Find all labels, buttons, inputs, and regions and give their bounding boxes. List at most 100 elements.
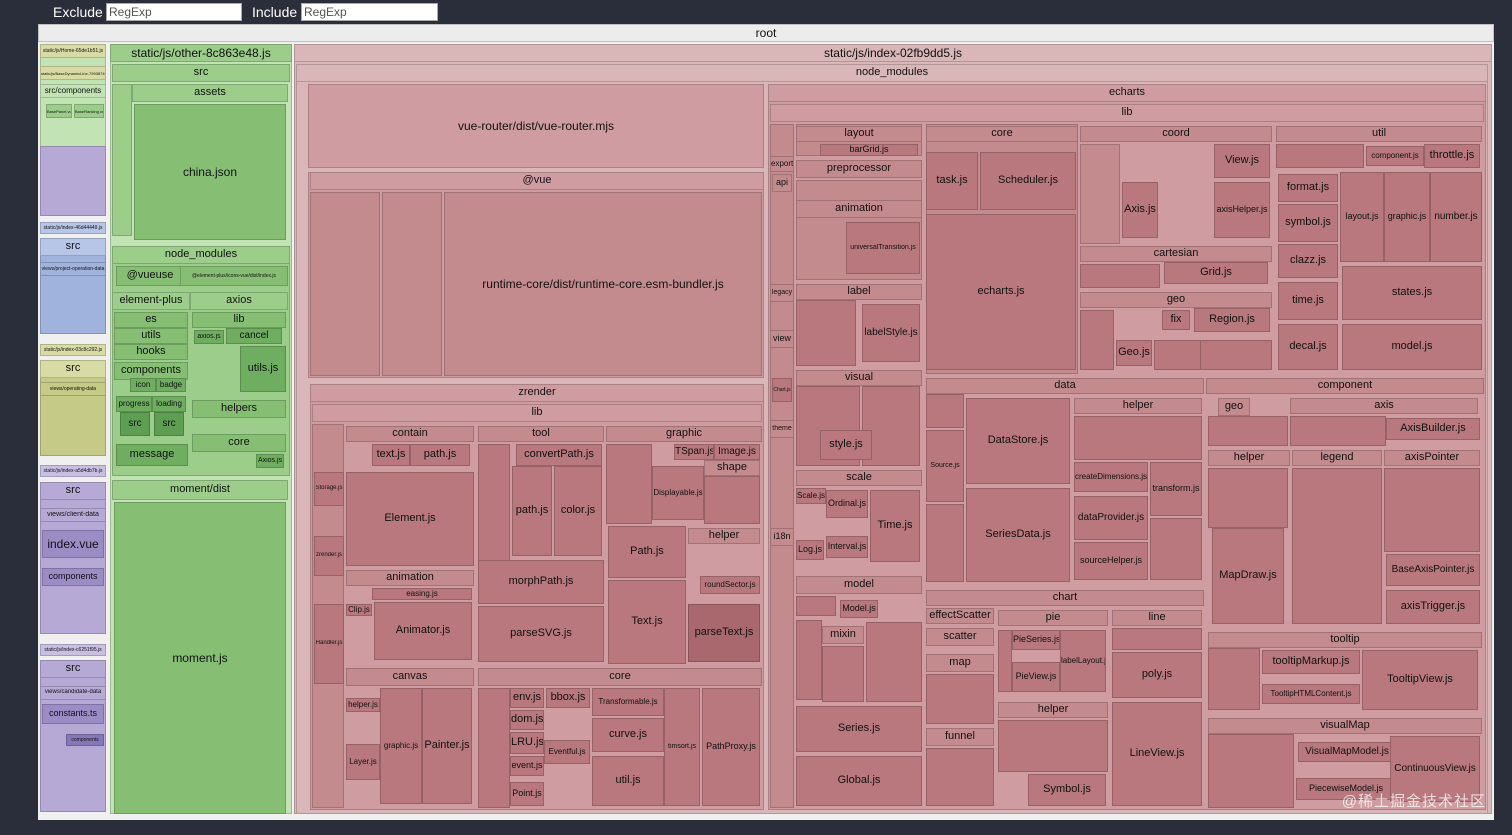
treemap-tile-nm[interactable]: node_modules [296,64,1488,82]
treemap-tile-scatter[interactable]: scatter [926,628,994,646]
treemap-tile-core-ec[interactable]: core [926,126,1078,142]
treemap-tile-ordinaljs[interactable]: Ordinal.js [826,490,868,518]
treemap-tile-timejs-s[interactable]: Time.js [870,490,920,562]
treemap-group-box[interactable] [606,444,652,524]
treemap-tile-idxc625[interactable]: static/js/index-c6251f95.js [40,644,106,656]
treemap-tile-message[interactable]: message [116,444,188,466]
treemap-tile-intervaljs[interactable]: Interval.js [826,536,868,558]
treemap-tile-bargrid[interactable]: barGrid.js [820,144,918,156]
treemap-tile-coord[interactable]: coord [1080,126,1272,142]
treemap-tile-bboxjs[interactable]: bbox.js [546,688,590,708]
treemap-tile-echarts[interactable]: echarts [768,84,1486,102]
treemap-tile-modeljs[interactable]: Model.js [840,600,878,618]
treemap-tile-sourcejs[interactable]: Source.js [926,430,964,502]
treemap-tile-elicons[interactable]: @element-plus/icons-vue/dist/index.js [180,266,288,286]
treemap-tile-chinajson[interactable]: china.json [134,104,286,240]
treemap-tile-axios[interactable]: axios [190,292,288,310]
treemap-tile-morphpath[interactable]: morphPath.js [478,560,604,604]
treemap-tile-export[interactable]: export [770,156,794,172]
treemap-tile-loading[interactable]: loading [152,396,186,412]
treemap-tile-helper-c[interactable]: helper [1208,450,1290,466]
treemap-tile-clazzjs[interactable]: clazz.js [1278,244,1338,278]
treemap-tile-momentjs[interactable]: moment.js [114,502,286,814]
treemap-tile-lib-ax[interactable]: lib [192,312,286,328]
treemap-tile-preprocessor[interactable]: preprocessor [796,160,922,178]
treemap-tile-animation-ec[interactable]: animation [796,200,922,218]
treemap-tile-seriesdata[interactable]: SeriesData.js [966,488,1070,582]
treemap-tile-eventful[interactable]: Eventful.js [544,740,590,764]
treemap-group-box[interactable] [926,748,994,806]
treemap-tile-scheduler[interactable]: Scheduler.js [980,152,1076,210]
treemap-group-box[interactable] [1208,648,1260,710]
treemap-tile-timsort[interactable]: timsort.js [664,688,700,806]
treemap-group-box[interactable] [1276,144,1364,168]
treemap-tile-hooks[interactable]: hooks [114,344,188,360]
treemap-tile-views-proj[interactable]: views/project-operation-data [40,262,106,276]
treemap-tile-symboljs[interactable]: symbol.js [1278,204,1338,242]
treemap-tile-nm2[interactable]: node_modules [112,246,290,264]
treemap-tile-constants[interactable]: constants.ts [42,704,104,724]
treemap-tile-model[interactable]: model [796,576,922,594]
treemap-group-box[interactable] [1080,144,1120,244]
treemap-tile-createdims[interactable]: createDimensions.js [1074,462,1148,492]
treemap-group-box[interactable] [998,630,1012,692]
treemap-tile-visualmapmodel[interactable]: VisualMapModel.js [1298,742,1396,762]
treemap-tile-api[interactable]: api [772,174,792,192]
treemap-tile-axiosjs2[interactable]: Axios.js [256,454,284,468]
treemap-tile-src5[interactable]: src [40,660,106,678]
treemap-tile-geojs[interactable]: Geo.js [1116,340,1152,366]
treemap-tile-stylejs[interactable]: style.js [820,430,872,460]
treemap-tile-utiljs-zr[interactable]: util.js [592,756,664,806]
treemap-tile-scale-dir[interactable]: scale [796,470,922,486]
treemap-tile-taskjs[interactable]: task.js [926,152,978,210]
treemap-tile-elementjs[interactable]: Element.js [346,472,474,566]
treemap-tile-parsesvg[interactable]: parseSVG.js [478,606,604,662]
treemap-tile-globaljs[interactable]: Global.js [796,756,922,806]
treemap-tile-vueuse[interactable]: @vueuse [116,266,184,286]
treemap-group-box[interactable] [40,146,106,216]
treemap-tile-helper-ch[interactable]: helper [998,702,1108,718]
treemap-tile-shape[interactable]: shape [704,460,760,476]
treemap-tile-continuousview[interactable]: ContinuousView.js [1390,736,1480,802]
treemap-tile-lineview[interactable]: LineView.js [1112,702,1202,806]
treemap-tile-axisbuilder[interactable]: AxisBuilder.js [1386,418,1480,440]
treemap-tile-index[interactable]: static/js/index-02fb9dd5.js [294,44,1492,62]
treemap-group-box[interactable] [926,504,964,582]
treemap-tile-data[interactable]: data [926,378,1204,394]
treemap-tile-other-src[interactable]: src [112,64,290,82]
treemap-tile-layerjs[interactable]: Layer.js [346,744,380,780]
treemap-tile-views-oper[interactable]: views/operating-data [40,382,106,396]
treemap-group-box[interactable] [478,444,510,562]
treemap-group-box[interactable] [1074,416,1202,460]
treemap-tile-basepanel[interactable]: BasePanel.vue [46,104,72,118]
treemap-tile-src2[interactable]: src [40,238,106,256]
treemap-tile-graphicjs-cv[interactable]: graphic.js [380,688,422,804]
treemap-tile-pathjs-c[interactable]: path.js [410,444,470,466]
treemap-tile-scale[interactable]: Scale.js [796,488,826,504]
treemap-tile-axishelper[interactable]: axisHelper.js [1214,182,1270,238]
treemap-tile-idx4644[interactable]: static/js/index-46d44449.js [40,222,106,234]
treemap-tile-fix[interactable]: fix [1162,310,1190,330]
treemap-tile-map[interactable]: map [926,654,994,672]
treemap-tile-storagejs[interactable]: Storage.js [314,472,344,506]
treemap-tile-src-ep1[interactable]: src [120,412,150,436]
treemap-tile-viewjs[interactable]: View.js [1214,144,1270,178]
treemap-group-box[interactable] [822,646,864,702]
treemap-tile-logjs[interactable]: Log.js [796,540,824,560]
treemap-tile-baseranking[interactable]: BaseRanking.vue [74,104,104,118]
treemap-tile-component-u[interactable]: component.js [1366,146,1424,166]
treemap-tile-zr-lib[interactable]: lib [312,404,762,422]
treemap-tile-elplus[interactable]: element-plus [112,292,190,310]
treemap-tile-idx03c8[interactable]: static/js/index-03c8c292.js [40,344,106,356]
treemap-tile-layout[interactable]: layout [796,126,922,142]
treemap-group-box[interactable] [1150,518,1202,580]
treemap-tile-legend[interactable]: legend [1292,450,1382,466]
treemap-group-box[interactable] [1080,310,1114,370]
treemap-tile-textjs-g[interactable]: Text.js [608,580,686,664]
treemap-group-box[interactable] [796,300,856,366]
treemap-tile-srccomp[interactable]: src/components [40,84,106,98]
treemap-tile-legacy[interactable]: legacy [770,284,794,302]
treemap-tile-eventjs[interactable]: event.js [510,756,544,776]
treemap-tile-statesjs[interactable]: states.js [1342,266,1482,320]
treemap-tile-vuerouter[interactable]: vue-router/dist/vue-router.mjs [308,84,764,168]
